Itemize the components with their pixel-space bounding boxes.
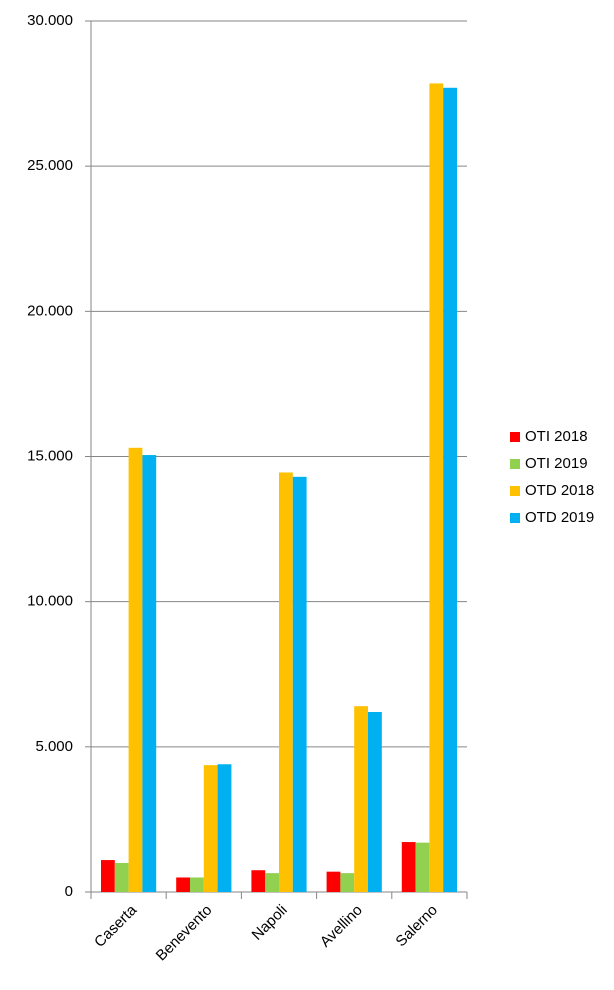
bar bbox=[190, 877, 204, 892]
bar bbox=[429, 83, 444, 892]
legend-swatch bbox=[510, 432, 520, 442]
y-tick-label: 25.000 bbox=[27, 157, 73, 174]
bar bbox=[128, 447, 143, 892]
x-tick-label: Salerno bbox=[392, 902, 441, 951]
bar bbox=[354, 706, 368, 892]
legend-swatch bbox=[510, 486, 520, 496]
y-tick-label: 5.000 bbox=[35, 738, 73, 755]
x-tick-label: Caserta bbox=[91, 901, 141, 951]
bar bbox=[368, 711, 382, 892]
x-tick-label: Napoli bbox=[249, 902, 291, 944]
y-tick-label: 0 bbox=[65, 883, 73, 900]
bar bbox=[279, 472, 293, 892]
bar bbox=[203, 765, 218, 892]
bar bbox=[265, 873, 279, 892]
bar bbox=[443, 87, 457, 892]
bar bbox=[251, 870, 266, 892]
y-tick-label: 15.000 bbox=[27, 447, 73, 464]
legend-label: OTI 2018 bbox=[525, 428, 588, 445]
legend-label: OTI 2019 bbox=[525, 455, 588, 472]
bar bbox=[326, 871, 341, 892]
legend-label: OTD 2018 bbox=[525, 482, 594, 499]
legend-swatch bbox=[510, 459, 520, 469]
legend-label: OTD 2019 bbox=[525, 509, 594, 526]
bar bbox=[176, 877, 190, 892]
y-tick-label: 10.000 bbox=[27, 593, 73, 610]
legend-swatch bbox=[510, 513, 520, 523]
bar bbox=[114, 862, 129, 892]
bar bbox=[142, 455, 157, 892]
bar bbox=[340, 873, 355, 892]
bar bbox=[217, 764, 232, 892]
x-tick-label: Avellino bbox=[317, 902, 366, 951]
bar bbox=[415, 842, 430, 892]
bar bbox=[101, 860, 115, 892]
x-tick-label: Benevento bbox=[153, 902, 216, 965]
bar bbox=[292, 476, 307, 892]
y-tick-label: 30.000 bbox=[27, 12, 73, 29]
bar bbox=[401, 842, 416, 892]
y-tick-label: 20.000 bbox=[27, 302, 73, 319]
